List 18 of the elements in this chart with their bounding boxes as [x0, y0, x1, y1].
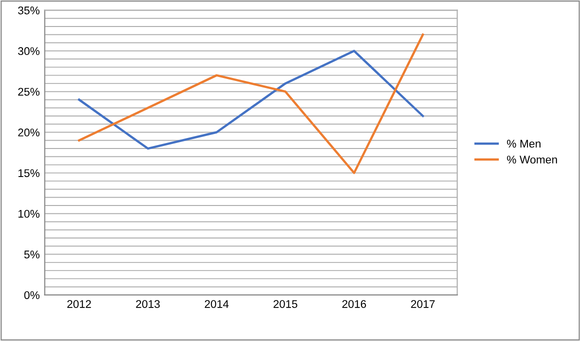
y-tick-label: 20% — [18, 128, 40, 136]
legend-label: % Men — [507, 140, 540, 148]
y-tick-label: 5% — [24, 250, 40, 258]
y-tick-label: 35% — [18, 6, 40, 14]
x-tick-label: 2017 — [411, 300, 435, 308]
legend-label: % Women — [507, 156, 557, 164]
x-tick-label: 2012 — [67, 300, 91, 308]
x-tick-label: 2016 — [342, 300, 366, 308]
y-tick-label: 10% — [18, 210, 40, 218]
y-tick-label: 15% — [18, 169, 40, 178]
y-tick-label: 25% — [18, 88, 40, 96]
x-tick-label: 2014 — [204, 300, 229, 308]
line-series — [78, 34, 424, 174]
y-tick-label: 0% — [24, 291, 40, 300]
x-tick-label: 2013 — [136, 300, 160, 308]
x-tick-label: 2015 — [274, 300, 298, 308]
line-series — [78, 50, 424, 150]
y-tick-label: 30% — [18, 47, 40, 56]
